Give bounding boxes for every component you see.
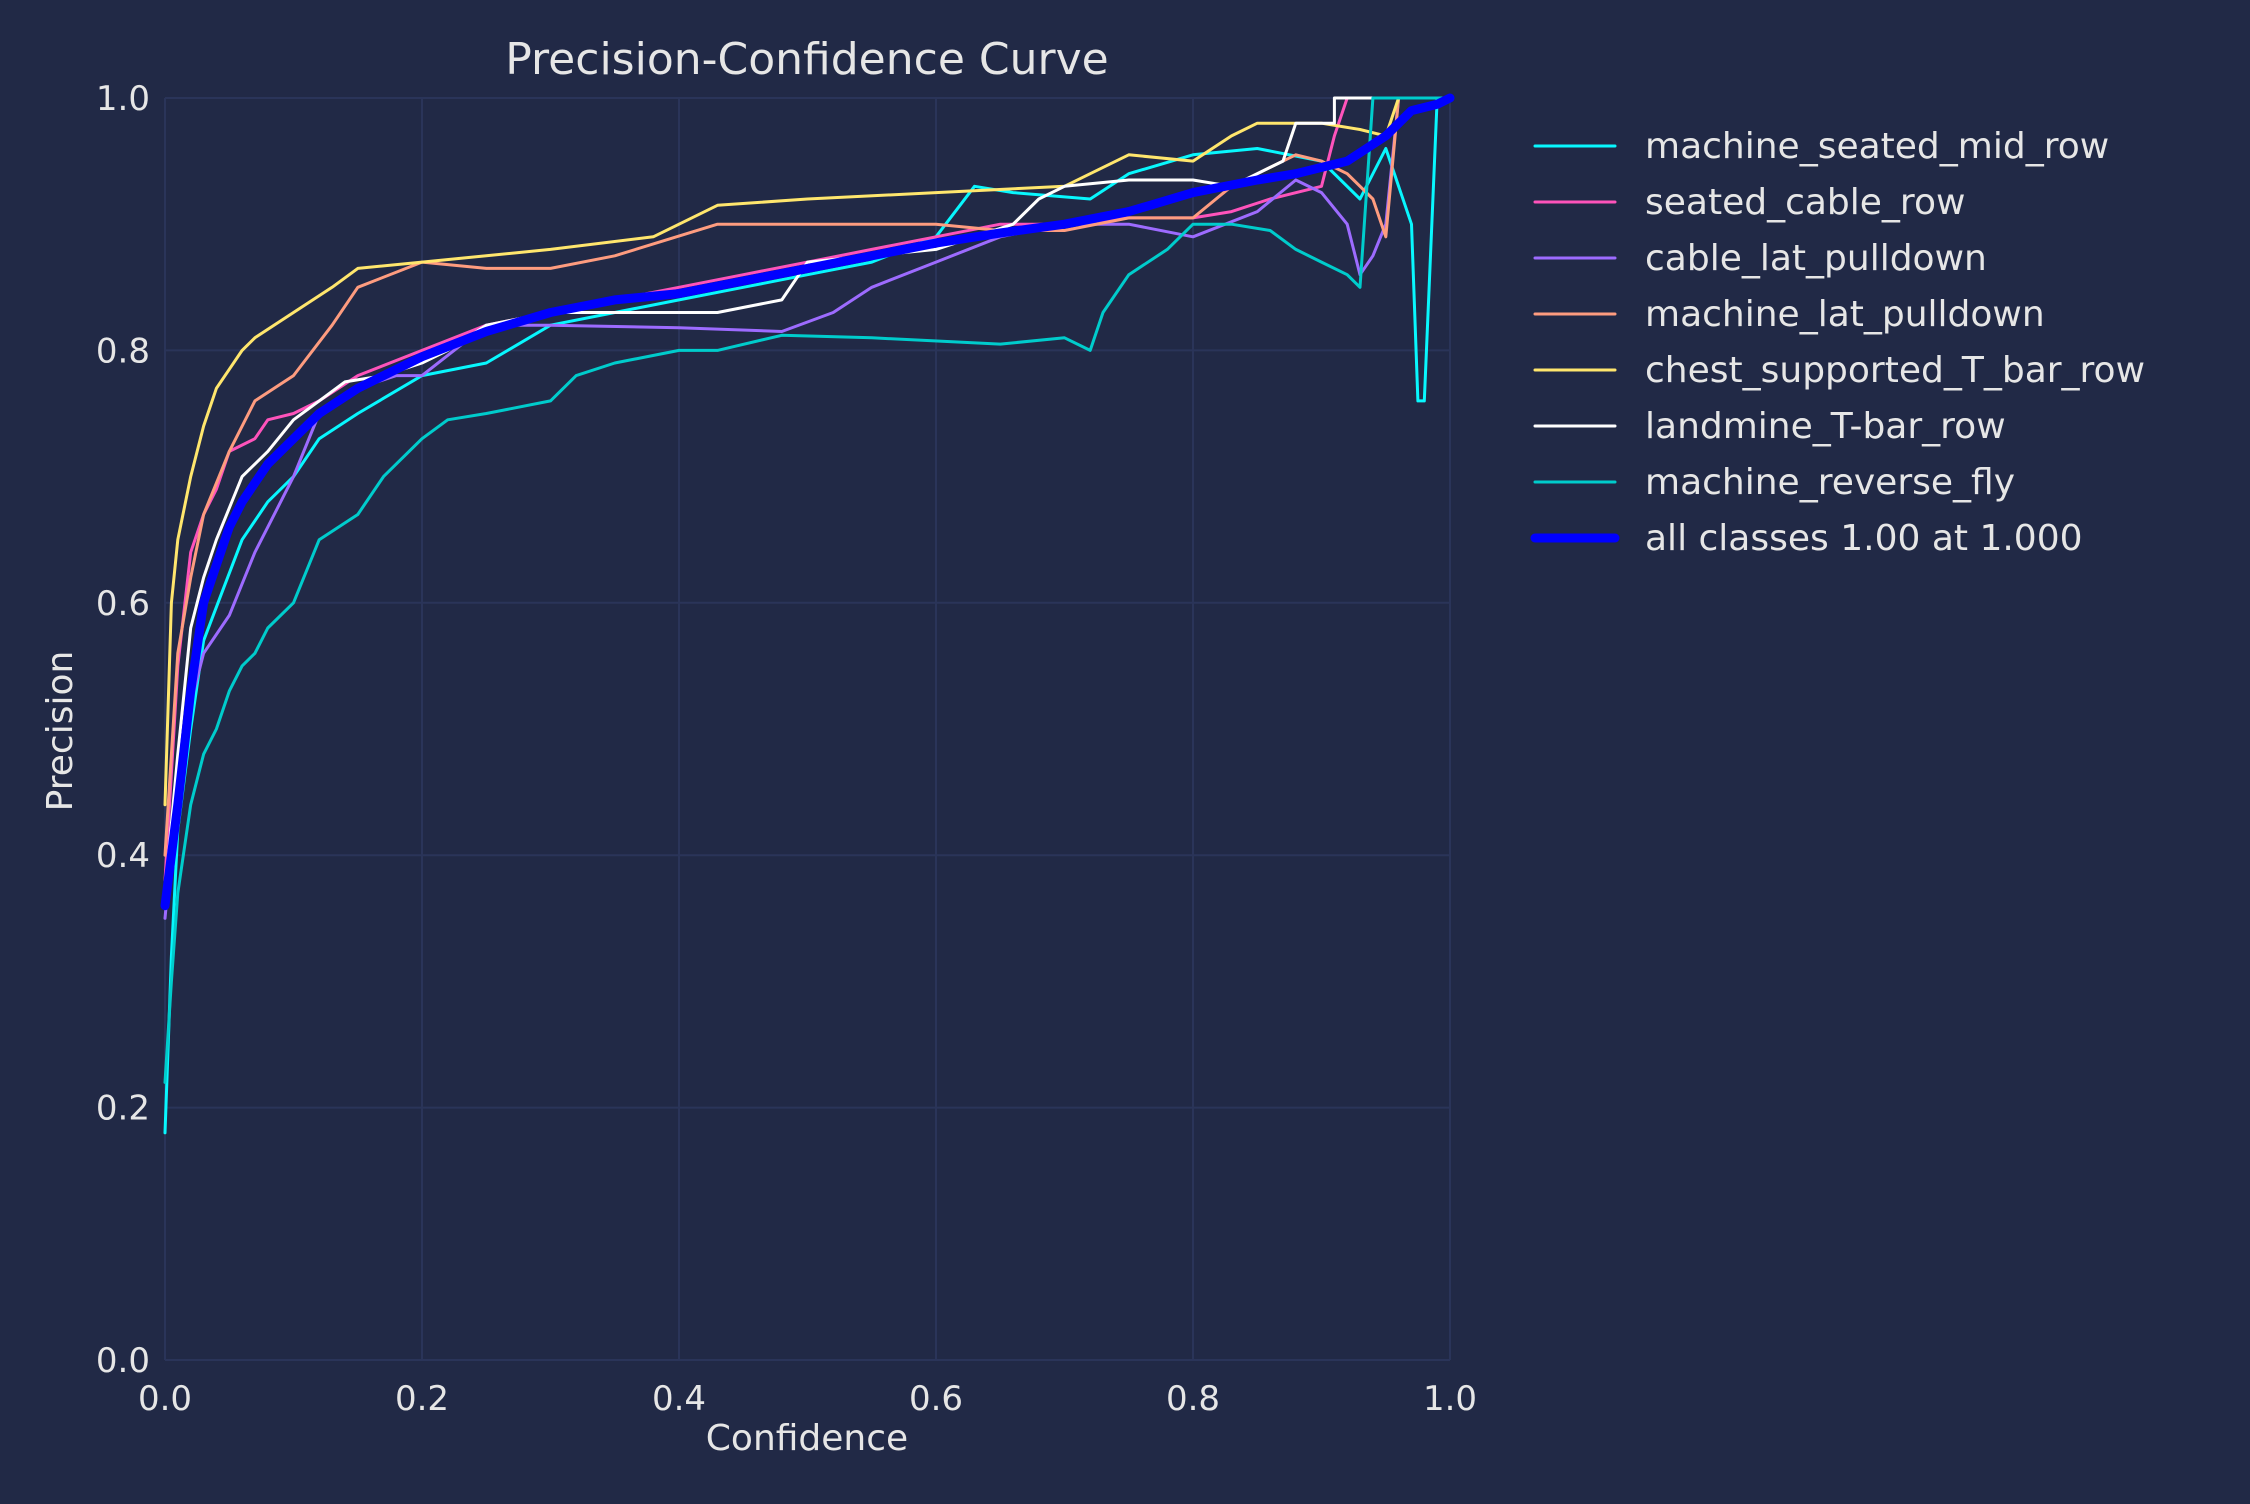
x-tick-label: 1.0	[1423, 1379, 1477, 1419]
legend-label: machine_reverse_fly	[1645, 462, 2015, 503]
legend-label: machine_lat_pulldown	[1645, 294, 2045, 335]
x-axis-label: Confidence	[706, 1418, 908, 1459]
y-tick-label: 0.2	[96, 1089, 150, 1129]
series-line	[163, 96, 1452, 1135]
series-line	[163, 96, 1452, 920]
legend-label: seated_cable_row	[1645, 182, 1965, 223]
chart-title: Precision-Confidence Curve	[505, 34, 1108, 85]
x-tick-label: 0.8	[1166, 1379, 1220, 1419]
axes: 0.0 0.2 0.4 0.6 0.8 1.0 0.0 0.2 0.4 0.6 0.8 1.0	[96, 79, 1477, 1419]
y-axis-label: Precision	[40, 651, 81, 812]
legend-label: all classes 1.00 at 1.000	[1645, 518, 2083, 559]
x-tick-label: 0.0	[138, 1379, 192, 1419]
x-tick-label: 0.4	[652, 1379, 706, 1419]
grid	[164, 97, 1451, 1361]
legend-label: cable_lat_pulldown	[1645, 238, 1987, 279]
x-tick-label: 0.6	[909, 1379, 963, 1419]
y-tick-label: 1.0	[96, 79, 150, 119]
series-lines	[160, 93, 1455, 1135]
series-line	[160, 93, 1455, 911]
y-tick-label: 0.6	[96, 584, 150, 624]
x-tick-label: 0.2	[395, 1379, 449, 1419]
y-tick-label: 0.8	[96, 331, 150, 371]
legend-label: landmine_T-bar_row	[1645, 406, 2006, 447]
legend: machine_seated_mid_row seated_cable_rowca…	[1530, 126, 2145, 559]
legend-label: machine_seated_mid_row	[1645, 126, 2109, 167]
series-line	[163, 96, 1452, 1084]
series-line	[163, 96, 1452, 807]
y-tick-label: 0.0	[96, 1341, 150, 1381]
legend-label: chest_supported_T_bar_row	[1645, 350, 2145, 391]
y-tick-label: 0.4	[96, 836, 150, 876]
